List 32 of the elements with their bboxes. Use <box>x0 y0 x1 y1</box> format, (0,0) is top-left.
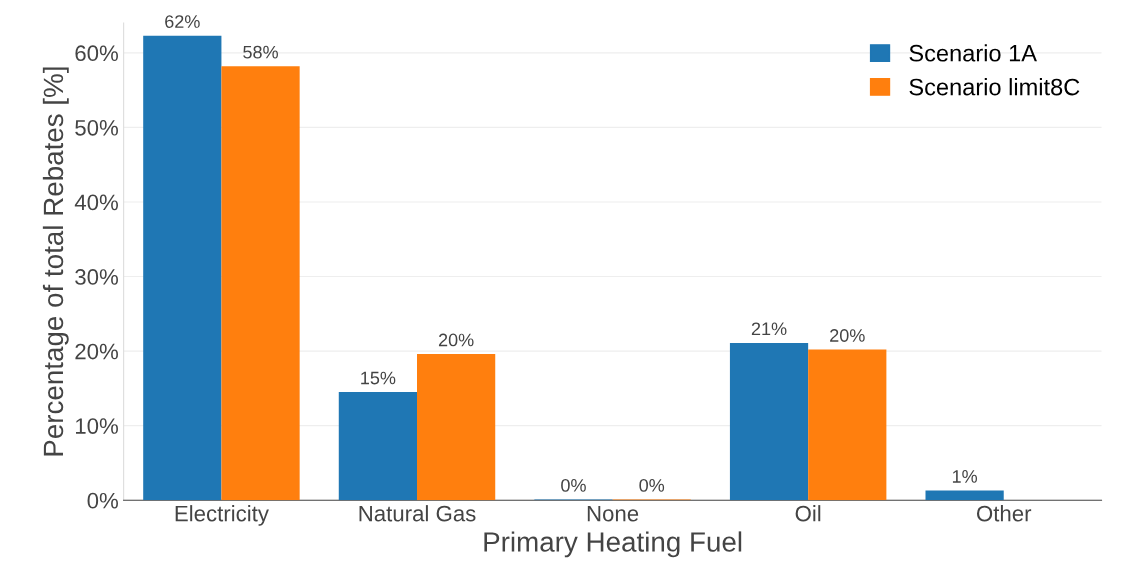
data-label: 1% <box>952 470 978 483</box>
data-label: 0% <box>561 478 586 492</box>
bar <box>808 349 887 501</box>
data-label: 21% <box>751 322 787 336</box>
x-tick-label: None <box>587 505 639 522</box>
y-tick-label: 0% <box>87 492 118 509</box>
x-tick-label: Other <box>977 505 1032 522</box>
data-label: 0% <box>639 478 665 492</box>
y-axis-title: Percentage of total Rebates [%] <box>42 67 69 456</box>
data-label: 20% <box>438 333 474 347</box>
bar <box>143 35 222 501</box>
y-tick-label: 50% <box>75 119 118 136</box>
bar <box>729 342 809 501</box>
x-tick-label: Oil <box>795 505 821 522</box>
data-label: 20% <box>830 329 865 342</box>
x-tick-label: Natural Gas <box>359 505 476 522</box>
x-tick-label: Electricity <box>175 505 269 526</box>
legend-label: Scenario 1A <box>909 44 1037 62</box>
bar <box>338 392 417 501</box>
y-tick-label: 40% <box>74 194 118 211</box>
data-label: 15% <box>361 371 396 385</box>
data-label: 58% <box>243 45 278 59</box>
bar <box>221 66 300 501</box>
x-axis-title: Primary Heating Fuel <box>484 531 742 558</box>
y-tick-label: 30% <box>75 269 118 285</box>
bar <box>925 490 1004 501</box>
y-tick-label: 20% <box>75 343 118 360</box>
y-tick-label: 60% <box>75 45 118 62</box>
y-tick-label: 10% <box>76 418 118 434</box>
bar <box>417 354 496 501</box>
legend-label: Scenario limit8C <box>909 78 1080 96</box>
data-label: 62% <box>165 15 200 28</box>
